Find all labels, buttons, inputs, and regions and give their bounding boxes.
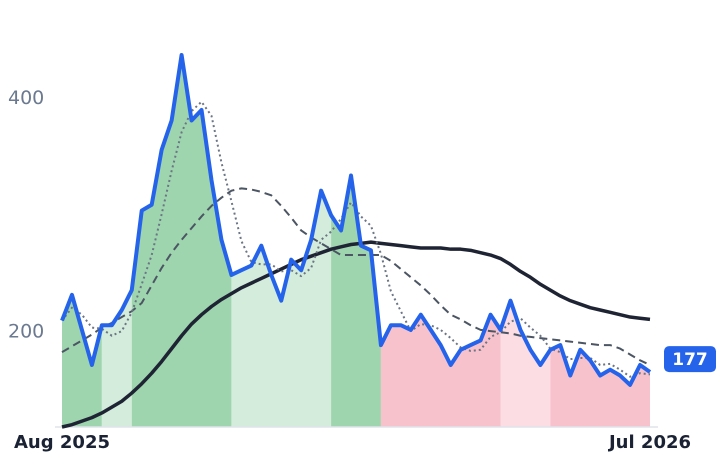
last-value-label: 177 [672, 350, 708, 370]
series-line [60, 52, 652, 387]
band-area [500, 300, 551, 427]
last-value-badge [664, 346, 716, 373]
band-area [62, 294, 102, 427]
band-area [331, 175, 381, 427]
y-tick-label: 200 [8, 321, 44, 343]
series-line [61, 187, 651, 366]
x-tick-label: Jul 2026 [607, 432, 691, 453]
series-line [61, 240, 651, 429]
y-tick-label: 400 [8, 87, 44, 109]
band-area [131, 54, 232, 428]
band-area [231, 190, 332, 427]
x-tick-label: Aug 2025 [14, 432, 110, 453]
band-area [101, 290, 132, 427]
band-area [380, 314, 501, 427]
